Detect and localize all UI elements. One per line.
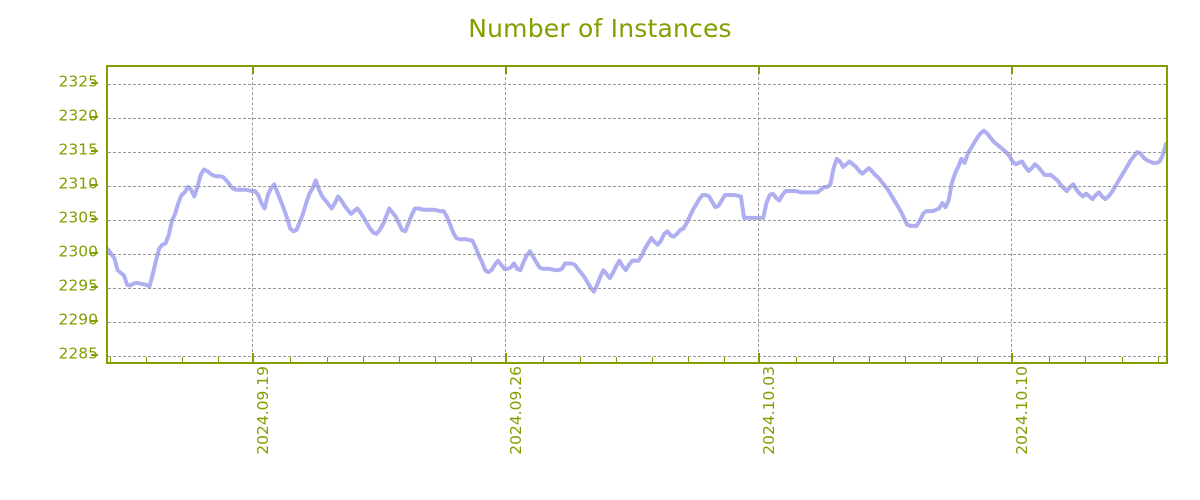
y-axis-tick-label: 2300 [58, 242, 98, 261]
x-axis-minor-tick-mark [398, 357, 400, 362]
gridline-vertical [757, 67, 759, 362]
x-axis-minor-tick-mark [724, 357, 726, 362]
x-axis-minor-tick-mark [868, 357, 870, 362]
x-axis-minor-tick-mark [434, 357, 436, 362]
y-axis-tick-label: 2315 [58, 140, 98, 159]
y-axis-tick-mark [91, 251, 98, 254]
x-axis-minor-tick-mark [796, 357, 798, 362]
x-axis-minor-tick-mark [543, 357, 545, 362]
x-axis-minor-tick-mark [1157, 357, 1159, 362]
x-axis-tick-label: 2024.10.03 [759, 366, 778, 455]
x-axis-minor-tick-mark [1049, 357, 1051, 362]
gridline-horizontal [108, 321, 1166, 323]
gridline-horizontal [108, 253, 1166, 255]
gridline-horizontal [108, 185, 1166, 187]
y-axis-tick-label: 2325 [58, 72, 98, 91]
y-axis-tick-mark [91, 217, 98, 220]
x-axis-minor-tick-mark [579, 357, 581, 362]
x-axis-minor-tick-mark [326, 357, 328, 362]
x-axis-minor-tick-mark [362, 357, 364, 362]
x-axis-minor-tick-mark [904, 357, 906, 362]
y-axis-tick-mark [91, 149, 98, 152]
plot-area [106, 65, 1168, 364]
y-axis-tick-mark [91, 285, 98, 288]
y-axis: 2285 2290 2295 2300 2305 2310 2315 2320 2325 [40, 65, 98, 364]
x-axis-tick-label: 2024.10.10 [1012, 366, 1031, 455]
gridline-horizontal [108, 151, 1166, 153]
y-axis-tick-mark [91, 81, 98, 84]
x-axis-minor-tick-mark [940, 357, 942, 362]
gridline-horizontal [108, 117, 1166, 119]
x-axis-tick-mark [252, 353, 254, 362]
x-axis-minor-tick-mark [1085, 357, 1087, 362]
x-axis-tick-mark [504, 353, 507, 362]
y-axis-tick-label: 2310 [58, 174, 98, 193]
y-axis-tick-mark [91, 319, 98, 322]
x-axis: 2024.09.19 2024.09.26 2024.10.03 2024.10.10 [106, 366, 1168, 496]
y-axis-tick-label: 2320 [58, 106, 98, 125]
x-axis-tick-mark [757, 353, 760, 362]
y-axis-tick-label: 2290 [58, 310, 98, 329]
gridline-vertical [1010, 67, 1012, 362]
x-axis-minor-tick-mark [615, 357, 617, 362]
x-axis-minor-tick-mark [290, 357, 292, 362]
gridline-vertical [504, 67, 506, 362]
x-axis-tick-label: 2024.09.26 [506, 366, 525, 455]
x-axis-tick-mark-top [252, 67, 254, 74]
y-axis-tick-mark [91, 353, 98, 356]
x-axis-tick-mark-top [757, 67, 760, 74]
x-axis-minor-tick-mark [1121, 357, 1123, 362]
gridline-vertical [252, 67, 253, 362]
x-axis-tick-label: 2024.09.19 [254, 366, 272, 455]
gridline-horizontal [108, 219, 1166, 221]
x-axis-minor-tick-mark [977, 357, 979, 362]
gridline-horizontal [108, 287, 1166, 289]
x-axis-minor-tick-mark [181, 357, 183, 362]
x-axis-minor-tick-mark [687, 357, 689, 362]
x-axis-tick-mark-top [1010, 67, 1013, 74]
chart-title: Number of Instances [468, 14, 732, 43]
gridline-horizontal [108, 83, 1166, 85]
x-axis-minor-tick-mark [832, 357, 834, 362]
series-number-of-instances [108, 67, 1166, 362]
y-axis-tick-mark [91, 183, 98, 186]
x-axis-minor-tick-mark [471, 357, 473, 362]
y-axis-tick-mark [91, 115, 98, 118]
y-axis-tick-label: 2285 [58, 344, 98, 363]
y-axis-tick-label: 2305 [58, 208, 98, 227]
x-axis-minor-tick-mark [218, 357, 220, 362]
x-axis-tick-mark [1010, 353, 1013, 362]
x-axis-tick-mark-top [504, 67, 507, 74]
y-axis-tick-label: 2295 [58, 276, 98, 295]
plot-inner [108, 67, 1166, 362]
x-axis-minor-tick-mark [145, 357, 147, 362]
gridline-horizontal [108, 355, 1166, 357]
x-axis-minor-tick-mark [651, 357, 653, 362]
x-axis-minor-tick-mark [109, 357, 111, 362]
